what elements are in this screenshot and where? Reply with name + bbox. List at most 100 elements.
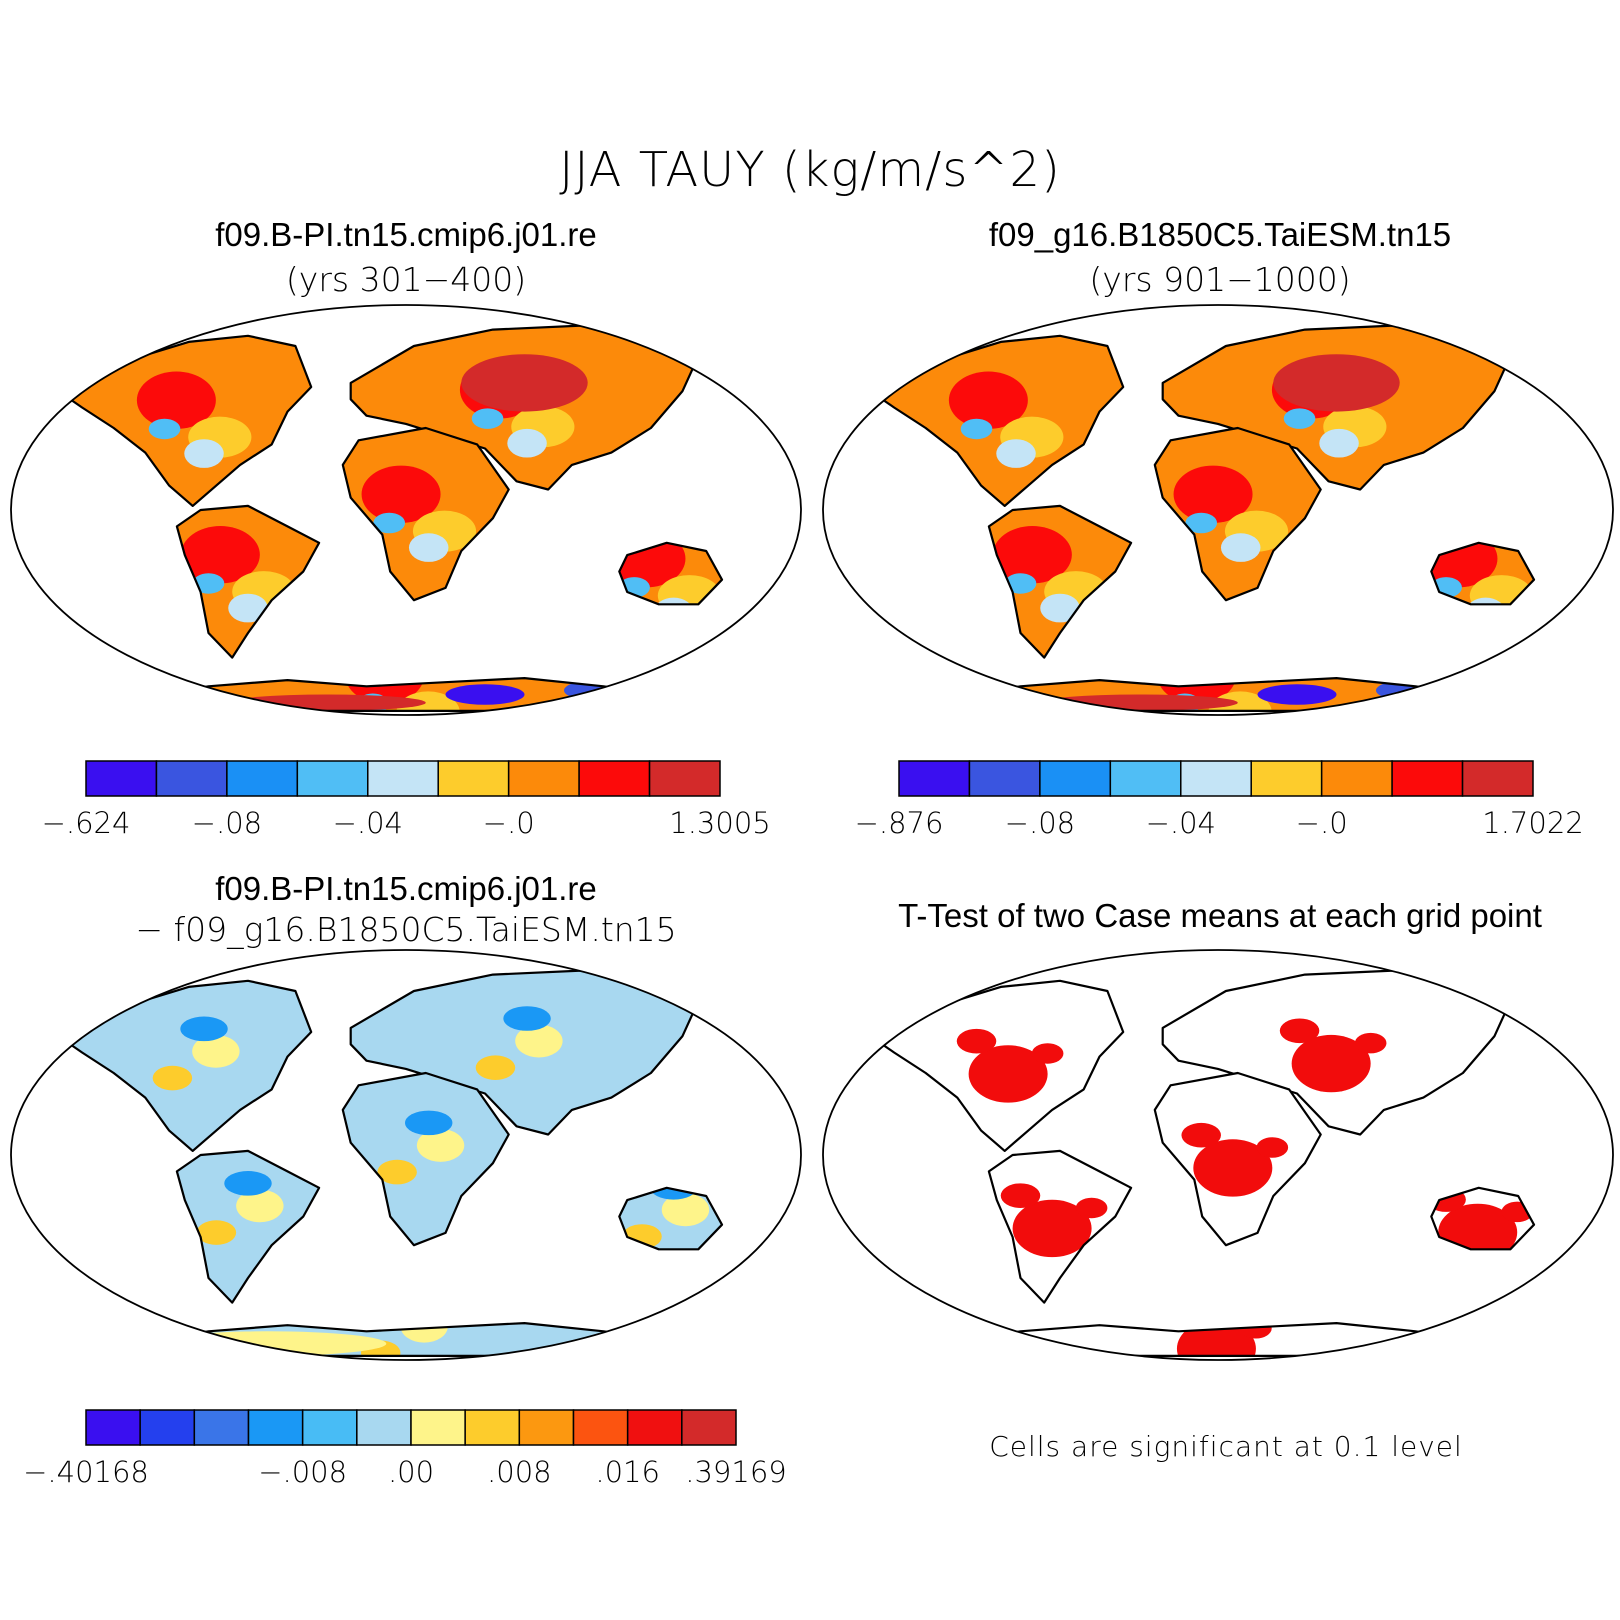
colorbar-swatch [578,760,651,797]
continent-northAmerica [869,979,1125,1153]
significant-cells [1000,1183,1041,1208]
colorbar-tick-label: .39169 [685,1455,786,1489]
map-case2 [822,304,1614,743]
colorbar-swatch [367,760,439,797]
colorbar-case2: −.876 −.08 −.04 −.0 1.7022 [855,760,1584,840]
field-patch [1185,512,1218,534]
significant-cells [1165,1323,1205,1329]
field-patch [1157,678,1237,704]
field-patch [1173,465,1253,523]
field-patch [471,408,504,429]
field-patch [228,593,268,623]
diff-patch [405,1110,453,1136]
colorbar-tick-label: −.0 [1296,806,1348,840]
continent-southAmerica [987,1149,1133,1304]
colorbar-swatch [193,1409,250,1446]
significant-cells [1279,1018,1320,1044]
field-patch [653,597,694,605]
colorbars: −.624 −.08 −.04 −.0 1.3005 −.876 −.08 −.04 −.0 1.… [23,760,1584,1489]
continent-eurasia [349,969,700,1136]
panel-case1-years: (yrs 301−400) [285,260,527,299]
map-boundary [10,304,802,716]
significant-cells [1354,1032,1387,1054]
colorbar-swatch [247,1409,304,1446]
field-patch [507,428,547,458]
continent-antarctica [948,1321,1472,1358]
colorbar-swatch [410,1409,466,1446]
map-panels [10,304,1614,1361]
map-boundary [822,949,1614,1361]
colorbar-swatch [1039,760,1112,797]
colorbar-tick-label: −.40168 [23,1455,149,1489]
field-patch [148,418,181,440]
significant-cells [1256,1137,1289,1158]
field-patch [1205,714,1245,743]
colorbar-swatch [85,760,158,797]
diff-patch [196,1220,237,1245]
colorbar-swatch [681,1409,737,1446]
colorbar-diff: −.40168 −.008 .00 .008 .016 .39169 [23,1409,787,1489]
continent-australia [1430,1186,1536,1251]
continent-eurasia [1161,969,1512,1136]
colorbar-swatch [139,1409,196,1446]
colorbar-swatch [968,760,1041,797]
significance-note: Cells are significant at 0.1 level [989,1430,1463,1463]
colorbar-tick-label: .016 [595,1455,660,1489]
field-patch [948,371,1028,429]
significant-cells [1181,1122,1221,1148]
colorbar-tick-label: 1.3005 [669,806,770,840]
field-patch [960,418,993,440]
significant-cells [1501,1201,1534,1223]
colorbar-tick-label: −.0 [483,806,535,840]
significant-cells [1075,1197,1108,1219]
field-patch [1469,575,1534,605]
diff-patch [236,1189,284,1223]
colorbar-swatch [626,1409,683,1446]
colorbar-swatch [301,1409,358,1446]
continent-southAmerica [987,504,1133,659]
continent-antarctica [136,1321,660,1358]
colorbar-tick-label: −.04 [333,806,403,840]
field-patch [1319,428,1359,458]
colorbar-swatch [1180,760,1252,797]
diff-patch [180,1016,228,1042]
significant-cells [1012,1199,1092,1258]
colorbar-swatch [1391,760,1464,797]
field-patch [657,575,722,605]
map-boundary [822,304,1614,716]
panel-case1-title: f09.B-PI.tn15.cmip6.j01.re [215,216,597,253]
colorbar-swatch [155,760,228,797]
field-patch [408,533,449,562]
continent-eurasia [1161,324,1512,491]
field-patch [445,684,525,705]
colorbar-tick-label: −.876 [855,806,944,840]
map-diff [10,949,802,1361]
diff-patch [192,1035,240,1068]
map-boundary [10,949,802,1361]
colorbar-tick-label: −.008 [258,1455,347,1489]
field-patch [373,512,406,534]
field-patch [1273,354,1400,412]
colorbar-case1: −.624 −.08 −.04 −.0 1.3005 [42,760,771,840]
continent-northAmerica [57,334,313,507]
continent-africa [341,1071,510,1247]
colorbar-tick-label: −.08 [192,806,262,840]
panel-case2-years: (yrs 901−1000) [1089,260,1351,299]
panel-case2-title: f09_g16.B1850C5.TaiESM.tn15 [988,216,1452,253]
colorbar-swatch [226,760,299,797]
significant-cells [968,1045,1048,1103]
field-patch [1040,694,1238,711]
continent-australia [1430,541,1536,606]
diff-patch [400,1323,448,1343]
diff-patch [661,1193,710,1227]
diff-patch [503,1006,551,1031]
continent-australia [618,1186,724,1251]
map-case1 [10,304,802,716]
diff-patch [377,1159,417,1185]
field-patch [1465,597,1506,605]
significant-cells [1031,1043,1064,1064]
significant-cells [1291,1034,1371,1093]
continent-southAmerica [175,1149,321,1304]
field-patch [1004,573,1037,594]
